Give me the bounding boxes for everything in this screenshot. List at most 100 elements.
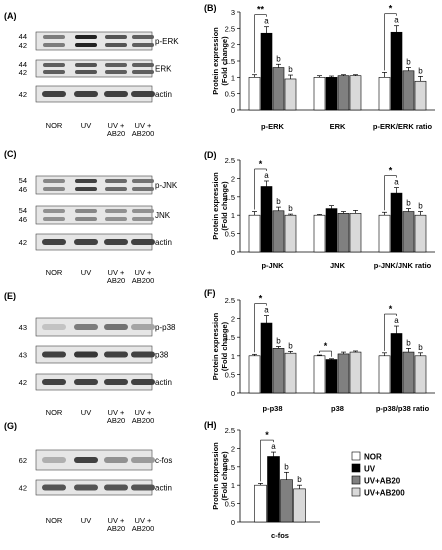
- bar: [260, 32, 273, 111]
- band: [42, 239, 66, 245]
- y-tick-label: 0.5: [225, 500, 235, 509]
- y-axis-label: Protein expression: [211, 442, 220, 510]
- y-tick-label: 2.5: [225, 156, 235, 165]
- band-label: JNK: [155, 211, 171, 220]
- band: [131, 379, 155, 385]
- band: [104, 351, 128, 358]
- band-label: p-p38: [155, 323, 176, 332]
- band: [131, 351, 155, 358]
- band-label: actin: [155, 238, 172, 247]
- mw-marker: 43: [19, 351, 27, 360]
- mw-marker: 44: [19, 60, 27, 69]
- band: [74, 351, 98, 358]
- bar: [272, 67, 285, 111]
- band: [43, 35, 65, 39]
- mw-marker: 54: [19, 206, 27, 215]
- legend-swatch: [351, 487, 361, 497]
- lane-label: UV +: [135, 268, 153, 277]
- x-category-label: JNK: [330, 261, 346, 270]
- panel-label: (E): [4, 291, 16, 301]
- lane-label: UV: [81, 408, 91, 417]
- posthoc-letter: b: [276, 54, 281, 63]
- lane-label: AB20: [107, 416, 125, 425]
- bar: [414, 355, 427, 394]
- lane-label: UV: [81, 121, 91, 130]
- legend-label: NOR: [364, 453, 382, 462]
- bar: [284, 78, 297, 111]
- lane-label: NOR: [46, 408, 63, 417]
- band: [104, 484, 128, 491]
- bar: [280, 479, 293, 523]
- band: [105, 217, 127, 221]
- panel-label: (A): [4, 11, 17, 21]
- lane-label: UV: [81, 268, 91, 277]
- posthoc-letter: b: [288, 204, 293, 213]
- posthoc-letter: a: [394, 16, 399, 25]
- lane-label: NOR: [46, 121, 63, 130]
- band: [74, 484, 98, 491]
- significance-mark: *: [389, 4, 393, 14]
- band: [104, 379, 128, 385]
- band: [131, 484, 155, 491]
- bar: [402, 351, 415, 394]
- lane-label: AB20: [107, 276, 125, 285]
- posthoc-letter: b: [406, 58, 411, 67]
- mw-marker: 42: [19, 378, 27, 387]
- lane-label: UV +: [135, 516, 153, 525]
- posthoc-letter: b: [284, 462, 289, 471]
- band: [43, 63, 65, 67]
- band: [75, 35, 97, 39]
- band: [43, 209, 65, 213]
- legend-label: UV+AB200: [364, 489, 405, 498]
- bar: [260, 322, 273, 394]
- panel-label: (D): [204, 150, 217, 160]
- y-tick-label: 1.5: [225, 333, 235, 342]
- band: [75, 179, 97, 183]
- lane-label: UV +: [135, 408, 153, 417]
- band: [43, 217, 65, 221]
- band: [75, 70, 97, 74]
- x-category-label: p-ERK/ERK ratio: [373, 122, 433, 131]
- band: [42, 324, 66, 330]
- lane-label: UV: [81, 516, 91, 525]
- lane-label: NOR: [46, 516, 63, 525]
- posthoc-letter: a: [394, 178, 399, 187]
- bar: [248, 355, 261, 394]
- band: [104, 457, 128, 463]
- blot-membrane: [35, 205, 153, 225]
- band: [131, 239, 155, 245]
- band: [132, 70, 154, 74]
- band: [74, 324, 98, 330]
- band: [105, 179, 127, 183]
- y-tick-label: 0: [231, 389, 235, 398]
- y-tick-label: 2.5: [225, 296, 235, 305]
- lane-label: AB200: [132, 416, 155, 425]
- bar: [272, 348, 285, 394]
- posthoc-letter: b: [418, 66, 423, 75]
- mw-marker: 62: [19, 456, 27, 465]
- bar: [337, 75, 350, 111]
- y-tick-label: 2: [231, 315, 235, 324]
- x-category-label: ERK: [330, 122, 346, 131]
- posthoc-letter: b: [418, 343, 423, 352]
- bar: [414, 214, 427, 253]
- panel-label: (B): [204, 3, 217, 13]
- bar: [337, 213, 350, 253]
- blot-membrane: [35, 175, 153, 195]
- mw-marker: 46: [19, 185, 27, 194]
- band: [132, 179, 154, 183]
- mw-marker: 54: [19, 176, 27, 185]
- lane-label: AB20: [107, 129, 125, 138]
- band-label: ERK: [155, 65, 172, 74]
- legend-label: UV: [364, 465, 376, 474]
- x-category-label: c-fos: [271, 531, 289, 540]
- x-category-label: p-JNK: [261, 261, 284, 270]
- band: [42, 484, 66, 491]
- posthoc-letter: a: [394, 316, 399, 325]
- band: [43, 187, 65, 191]
- band: [105, 209, 127, 213]
- significance-mark: **: [257, 5, 265, 15]
- band: [74, 239, 98, 245]
- band: [74, 379, 98, 385]
